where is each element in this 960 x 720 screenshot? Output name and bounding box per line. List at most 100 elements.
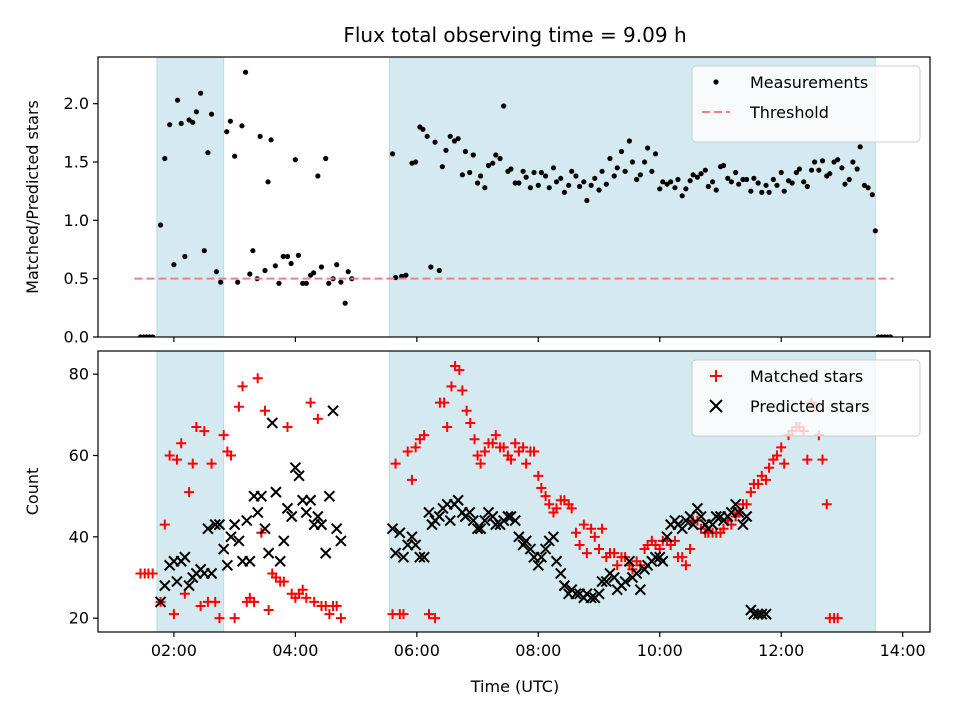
matched-star-point — [540, 491, 551, 502]
legend-label: Threshold — [749, 103, 829, 122]
predicted-star-point — [233, 535, 245, 547]
matched-star-point — [597, 523, 608, 534]
bottom-panel: 20 40 60 80 02:00 04:00 06:00 08:00 10:00 12:00 14… — [23, 350, 931, 660]
matched-star-point — [680, 560, 691, 571]
predicted-star-point — [547, 531, 560, 543]
predicted-star-point — [274, 555, 286, 567]
predicted-star-point — [513, 531, 525, 543]
measurement-point — [280, 253, 286, 260]
measurement-point — [276, 280, 282, 286]
matched-star-point — [612, 560, 623, 571]
measurement-point — [490, 160, 496, 166]
matched-star-point — [475, 458, 486, 469]
measurement-point — [508, 166, 514, 172]
measurement-point — [743, 176, 750, 183]
measurement-point — [569, 168, 575, 174]
measurement-point — [596, 187, 602, 193]
measurement-point — [485, 162, 492, 169]
measurement-point — [482, 185, 488, 191]
predicted-star-point — [490, 518, 502, 531]
measurement-point — [310, 270, 317, 276]
measurement-point — [542, 173, 549, 179]
measurement-point — [432, 139, 438, 145]
measurement-point — [420, 126, 426, 132]
measurement-point — [250, 248, 256, 254]
legend-label: Matched stars — [750, 367, 863, 386]
legend-label: Measurements — [750, 73, 868, 92]
predicted-star-point — [634, 584, 647, 596]
predicted-star-point — [406, 531, 418, 543]
matched-star-point — [225, 450, 236, 461]
matched-star-point — [187, 458, 198, 469]
predicted-star-point — [218, 543, 230, 555]
measurement-point — [629, 159, 636, 165]
measurement-point — [649, 168, 655, 174]
matched-star-point — [589, 531, 600, 542]
measurement-point — [443, 147, 449, 153]
matched-star-point — [331, 600, 342, 611]
matched-star-point — [312, 413, 323, 424]
plot-area — [134, 57, 894, 337]
matched-star-point — [335, 613, 346, 624]
measurement-point — [842, 181, 848, 187]
matched-star-point — [229, 613, 240, 624]
predicted-star-point — [335, 535, 347, 547]
measurement-point — [462, 148, 469, 155]
matched-star-point — [498, 442, 509, 453]
measurement-point — [523, 174, 529, 180]
matched-star-point — [305, 397, 316, 408]
measurement-point — [338, 279, 344, 285]
measurement-point — [531, 169, 537, 176]
measurement-point — [493, 152, 499, 158]
matched-star-point — [442, 422, 453, 433]
y-tick-label: 1.0 — [64, 211, 89, 230]
predicted-star-point — [270, 486, 282, 498]
matched-star-point — [570, 527, 581, 538]
measurement-point — [213, 269, 220, 275]
legend-matched-marker — [710, 370, 722, 382]
measurement-point — [247, 271, 253, 277]
matched-star-point — [469, 434, 480, 445]
measurement-point — [389, 151, 396, 157]
measurement-point — [516, 180, 522, 186]
matched-star-point — [237, 381, 248, 392]
measurement-point — [709, 179, 716, 185]
predicted-star-point — [676, 523, 688, 535]
predicted-star-point — [159, 579, 171, 592]
measurement-point — [224, 129, 230, 135]
measurement-point — [424, 133, 430, 139]
measurement-point — [793, 169, 799, 176]
x-tick-label: 06:00 — [394, 641, 440, 660]
legend: Measurements Threshold — [691, 65, 921, 143]
measurement-point — [182, 253, 188, 260]
y-axis-label: Matched/Predicted stars — [23, 100, 42, 294]
measurement-point — [668, 179, 674, 185]
matched-star-point — [147, 568, 158, 579]
matched-star-point — [802, 454, 813, 465]
measurement-point — [242, 69, 249, 75]
measurement-point — [683, 186, 689, 192]
matched-star-point — [206, 458, 217, 469]
measurement-point — [318, 264, 325, 270]
predicted-star-point — [183, 579, 195, 592]
matched-star-point — [454, 365, 465, 376]
measurement-point — [740, 176, 746, 183]
predicted-star-point — [252, 506, 264, 519]
matched-star-point — [164, 450, 175, 461]
measurement-point — [150, 334, 156, 337]
measurement-point — [501, 103, 507, 109]
measurement-point — [546, 185, 552, 191]
predicted-star-point — [452, 494, 464, 506]
measurement-point — [634, 176, 640, 183]
measurement-point — [690, 172, 696, 178]
y-tick-label: 20 — [69, 609, 89, 628]
matched-star-point — [771, 450, 782, 461]
measurement-point — [645, 145, 651, 151]
matched-star-point — [609, 548, 620, 559]
measurement-point — [796, 166, 803, 172]
matched-star-point — [297, 584, 308, 595]
measurement-point — [459, 172, 465, 178]
measurement-point — [232, 153, 238, 159]
matched-star-point — [510, 438, 521, 449]
measurement-point — [303, 280, 309, 286]
